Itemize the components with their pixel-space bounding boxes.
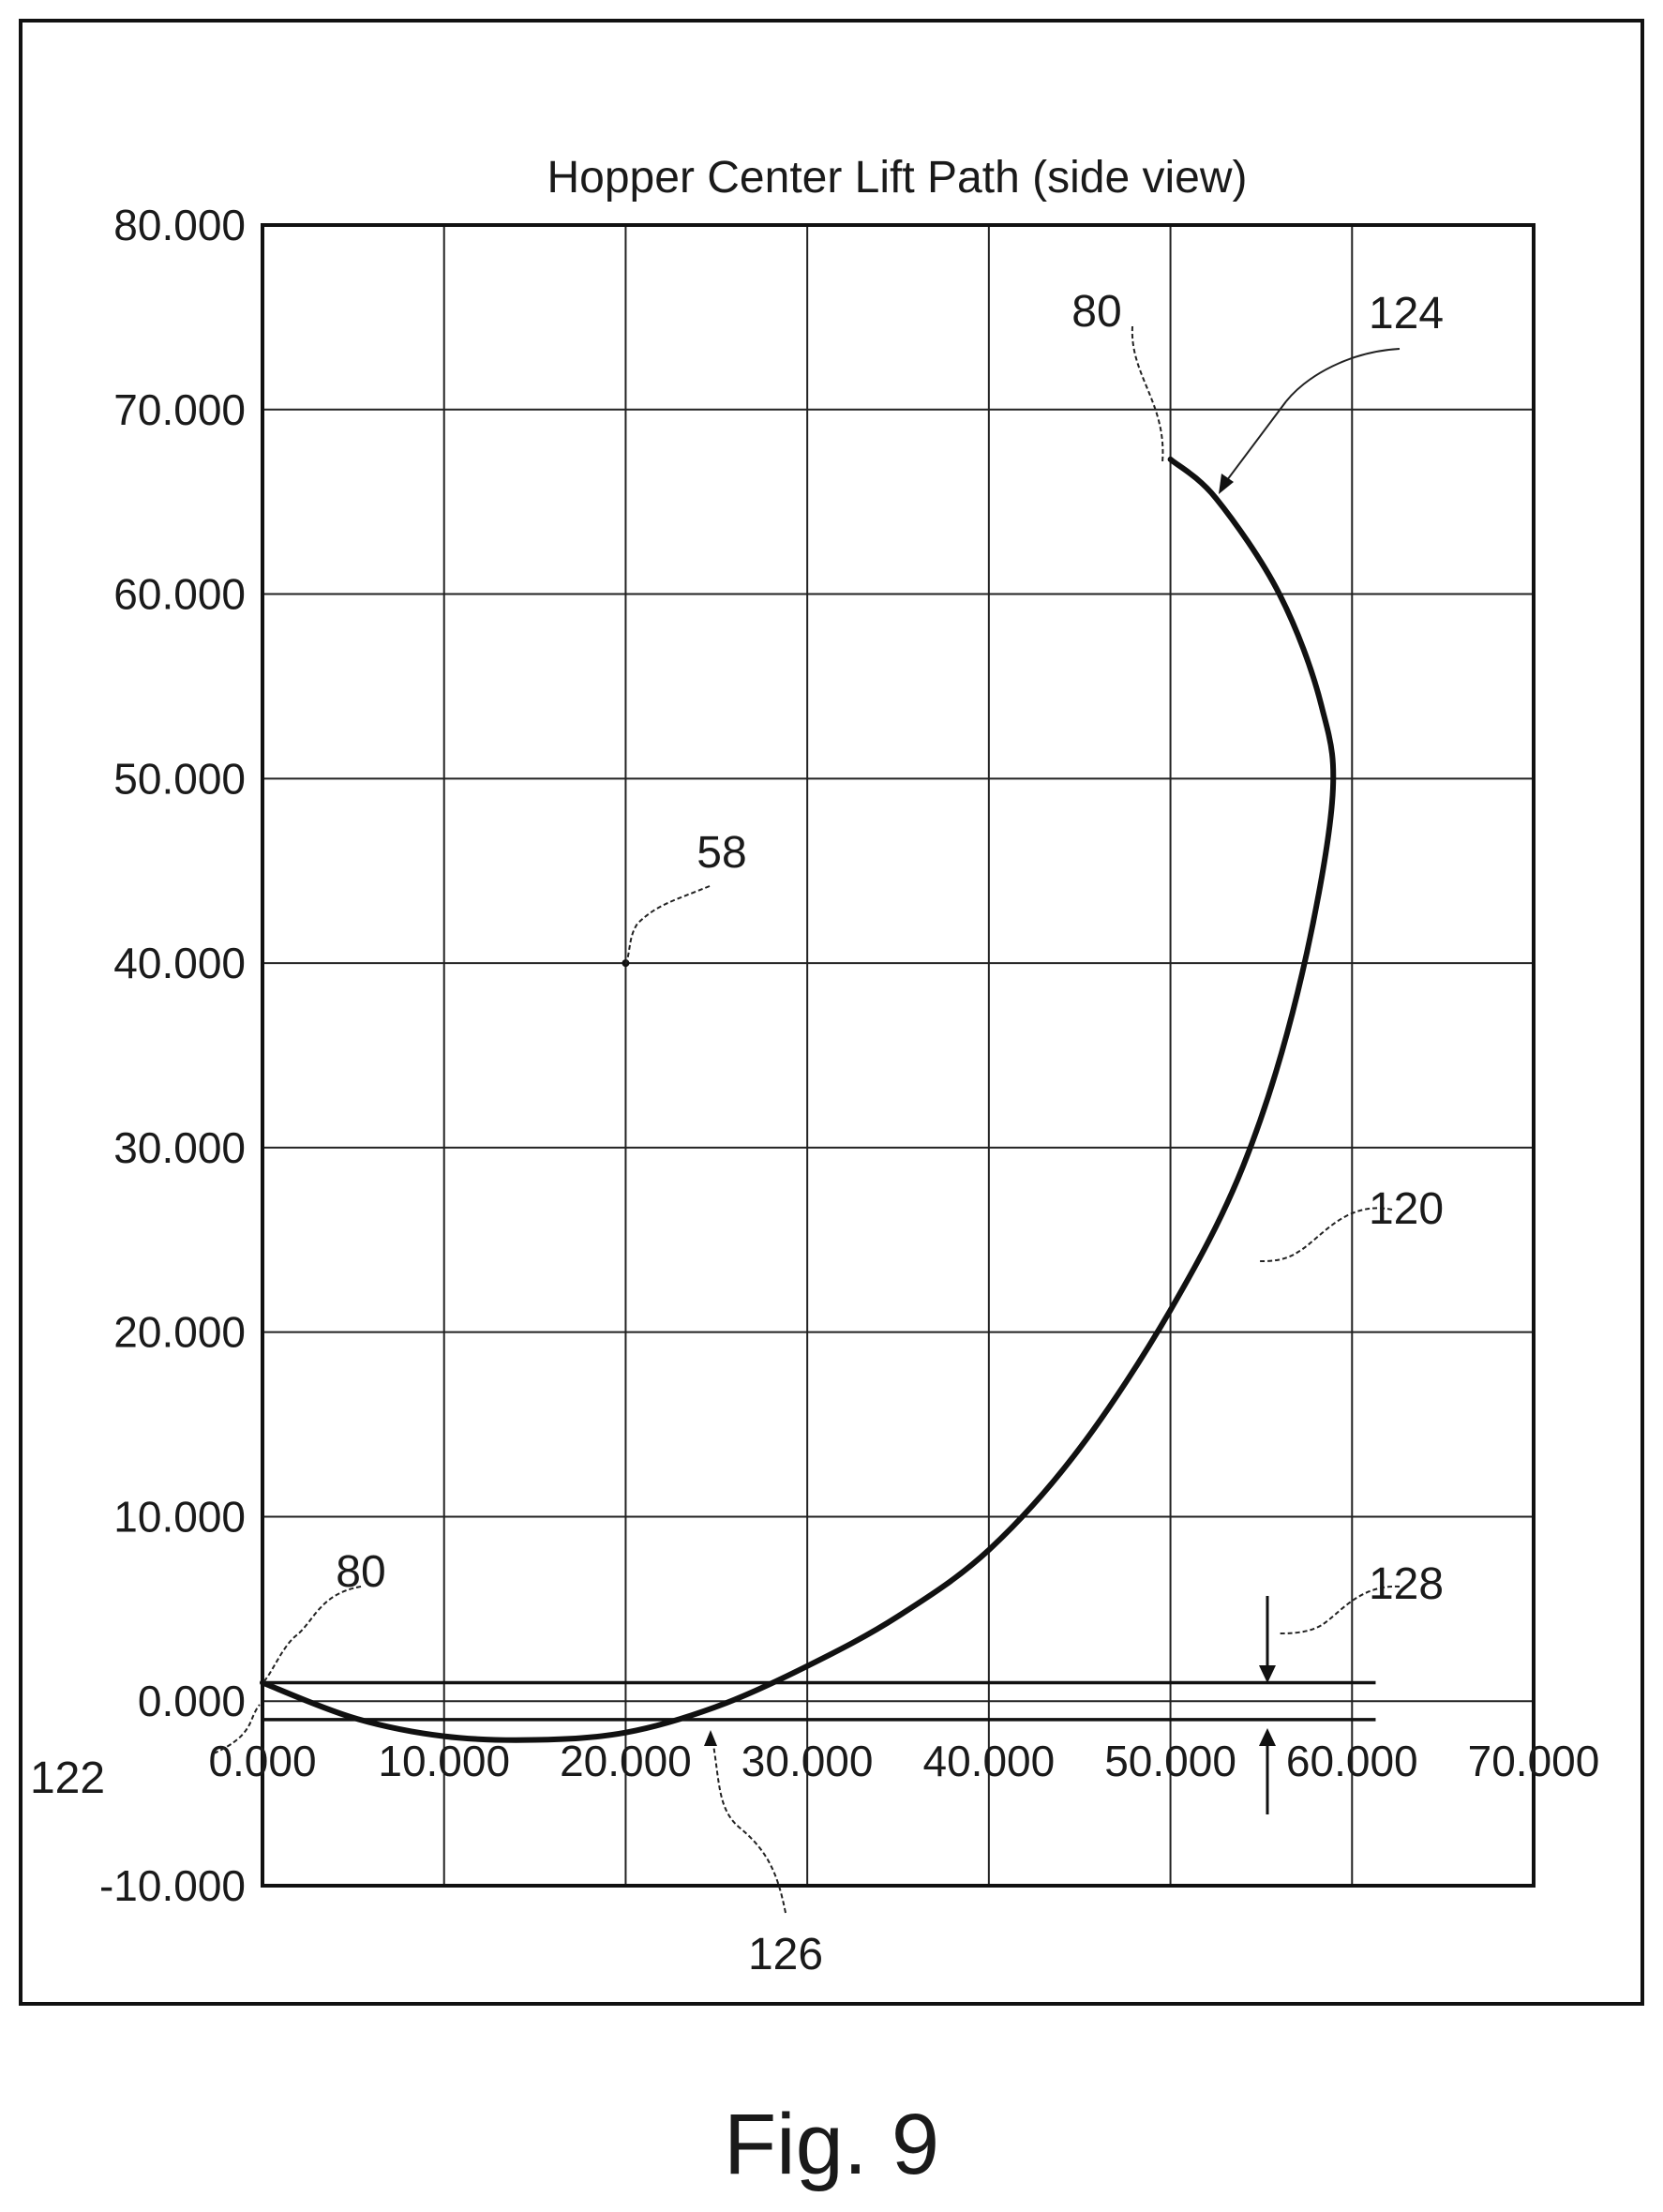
annotation-leaders	[213, 325, 1401, 1914]
leader-122	[213, 1704, 261, 1754]
reference-lines	[262, 1680, 1376, 1722]
reference-numeral-58: 58	[697, 828, 746, 878]
arrowhead-124	[1219, 474, 1234, 494]
x-tick-label: 0.000	[208, 1737, 316, 1785]
y-tick-label: 60.000	[113, 570, 246, 619]
gap-arrow-down-head	[1259, 1665, 1276, 1683]
x-tick-label: 30.000	[742, 1737, 874, 1785]
y-tick-label: -10.000	[99, 1861, 246, 1910]
x-tick-label: 20.000	[560, 1737, 692, 1785]
y-tick-label: 80.000	[113, 201, 246, 249]
annotation-arrowheads	[704, 474, 1234, 1746]
y-tick-label: 10.000	[113, 1492, 246, 1541]
y-axis-tick-labels: 80.000 70.000 60.000 50.000 40.000 30.000 20.0…	[99, 201, 246, 1910]
x-tick-label: 50.000	[1104, 1737, 1236, 1785]
reference-numerals: 80 124 58 120 80 128 122 126	[30, 287, 1444, 1979]
y-tick-label: 20.000	[113, 1308, 246, 1357]
gap-arrow-up-head	[1259, 1728, 1276, 1746]
leader-124-arrow-shaft	[1223, 400, 1287, 485]
leader-128	[1277, 1585, 1401, 1634]
plot-area-border	[261, 223, 1536, 1888]
reference-numeral-80: 80	[336, 1547, 385, 1597]
leader-124	[1285, 348, 1401, 402]
x-tick-label: 70.000	[1468, 1737, 1600, 1785]
reference-numeral-120: 120	[1369, 1184, 1444, 1234]
y-tick-label: 30.000	[113, 1123, 246, 1172]
x-tick-label: 60.000	[1286, 1737, 1418, 1785]
figure-frame	[19, 19, 1644, 2006]
gap-dimension-arrows	[1259, 1596, 1276, 1814]
reference-numeral-80: 80	[1071, 287, 1121, 337]
chart-title: Hopper Center Lift Path (side view)	[547, 153, 1248, 203]
x-tick-label: 10.000	[378, 1737, 510, 1785]
leader-126	[712, 1738, 787, 1914]
figure-caption: Fig. 9	[724, 2097, 939, 2192]
y-tick-label: 40.000	[113, 939, 246, 987]
leader-80-top	[1131, 325, 1164, 463]
reference-numeral-126: 126	[748, 1930, 823, 1979]
y-tick-label: 0.000	[138, 1677, 246, 1725]
y-tick-label: 70.000	[113, 385, 246, 434]
grid-lines	[262, 225, 1534, 1886]
leader-120	[1258, 1207, 1393, 1262]
x-tick-label: 40.000	[923, 1737, 1056, 1785]
reference-numeral-128: 128	[1369, 1559, 1444, 1609]
leader-80-bottom	[262, 1586, 362, 1684]
arrowhead-126	[704, 1730, 717, 1746]
y-tick-label: 50.000	[113, 754, 246, 803]
lift-path-curve	[260, 456, 1337, 1743]
leader-58	[624, 885, 711, 967]
x-axis-tick-labels: 0.000 10.000 20.000 30.000 40.000 50.000 60.00…	[208, 1737, 1599, 1785]
reference-numeral-122: 122	[30, 1753, 105, 1803]
reference-numeral-124: 124	[1369, 289, 1444, 339]
